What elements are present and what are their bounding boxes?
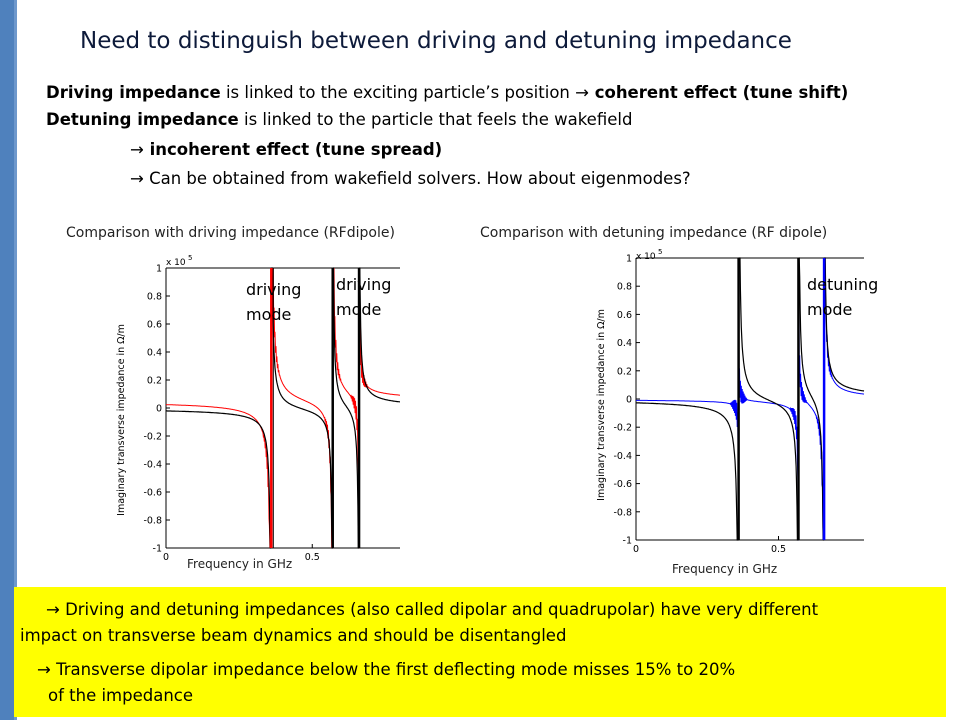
- x-tick-label: 0.5: [305, 552, 320, 563]
- y-tick-label: -0.4: [143, 460, 162, 471]
- chart2-ylabel: Imaginary transverse impedance in Ω/m: [596, 309, 607, 501]
- annotation-line: driving: [246, 280, 302, 299]
- series-detuning-curve: [635, 257, 865, 541]
- paragraph-detuning: Detuning impedance is linked to the part…: [46, 110, 632, 129]
- wakefield-text: Can be obtained from wakefield solvers. …: [143, 169, 691, 188]
- annotation-line: mode: [807, 300, 853, 319]
- x-tick-label: 0: [163, 552, 169, 563]
- slide-title: Need to distinguish between driving and …: [80, 28, 792, 54]
- chart1-xlabel: Frequency in GHz: [187, 557, 293, 571]
- chart1-annotation-1: driving mode: [246, 277, 301, 327]
- x-tick-label: 0.5: [771, 544, 786, 555]
- annotation-line: mode: [246, 305, 292, 324]
- series-driving-curve: [166, 267, 400, 549]
- y-tick-label: 0.2: [147, 376, 162, 387]
- driving-term: Driving impedance: [46, 83, 221, 102]
- driving-text: is linked to the exciting particle’s pos…: [220, 83, 576, 102]
- left-accent-bar-inner: [14, 0, 17, 720]
- y-tick-label: 0: [626, 395, 632, 406]
- series-eigenmode-curve: [166, 267, 400, 549]
- detuning-text: is linked to the particle that feels the…: [238, 110, 633, 129]
- annotation-line: detuning: [807, 275, 879, 294]
- chart1-scale-exp: 5: [188, 254, 192, 262]
- y-tick-label: -0.8: [143, 516, 162, 527]
- y-tick-label: -0.6: [143, 488, 162, 499]
- y-tick-label: 0.4: [147, 348, 162, 359]
- detuning-term: Detuning impedance: [46, 110, 239, 129]
- y-tick-label: -0.8: [613, 507, 632, 518]
- y-tick-label: 0: [156, 404, 162, 415]
- summary-line-1: → Driving and detuning impedances (also …: [46, 600, 819, 619]
- chart-driving: 10.80.60.40.20-0.2-0.4-0.6-0.8-10 0.5 x 1…: [116, 254, 400, 563]
- y-tick-label: 1: [156, 264, 162, 275]
- y-tick-label: 0.6: [617, 310, 632, 321]
- summary-line-2: impact on transverse beam dynamics and s…: [20, 626, 567, 645]
- chart2-scale-exp: 5: [658, 248, 662, 256]
- y-tick-label: -0.2: [613, 423, 632, 434]
- coherent-effect: coherent effect (tune shift): [588, 83, 849, 102]
- incoherent-effect: incoherent effect (tune spread): [143, 140, 443, 159]
- annotation-line: driving: [336, 275, 392, 294]
- summary-box: [14, 587, 946, 717]
- series-eigenmode-curve: [636, 257, 865, 541]
- summary-line-3: → Transverse dipolar impedance below the…: [37, 660, 736, 679]
- y-tick-label: -0.4: [613, 451, 632, 462]
- x-tick-label: 0: [633, 544, 639, 555]
- y-tick-label: 0.8: [147, 292, 162, 303]
- chart2-scale-label: x 10: [636, 252, 656, 262]
- y-tick-label: 0.4: [617, 338, 632, 349]
- chart2-xlabel: Frequency in GHz: [672, 562, 778, 576]
- chart1-annotation-2: driving mode: [336, 272, 391, 322]
- arrow-glyph: →: [130, 169, 144, 188]
- y-tick-label: -1: [153, 544, 162, 555]
- chart1-caption: Comparison with driving impedance (RFdip…: [66, 225, 395, 241]
- chart2-caption: Comparison with detuning impedance (RF d…: [480, 225, 828, 241]
- chart2-annotation-1: detuning mode: [807, 272, 878, 322]
- summary-line-4: of the impedance: [48, 686, 194, 705]
- arrow-glyph: →: [130, 140, 144, 159]
- arrow-glyph: →: [575, 83, 589, 102]
- y-tick-label: 0.2: [617, 366, 632, 377]
- y-tick-label: 0.6: [147, 320, 162, 331]
- y-tick-label: 0.8: [617, 282, 632, 293]
- annotation-line: mode: [336, 300, 382, 319]
- chart1-ylabel: Imaginary transverse impedance in Ω/m: [116, 324, 127, 516]
- left-accent-bar: [0, 0, 14, 720]
- y-tick-label: -1: [623, 536, 632, 547]
- paragraph-driving: Driving impedance is linked to the excit…: [46, 83, 848, 102]
- y-tick-label: -0.2: [143, 432, 162, 443]
- y-tick-label: 1: [626, 254, 632, 265]
- y-tick-label: -0.6: [613, 479, 632, 490]
- bullet-incoherent: → incoherent effect (tune spread): [130, 140, 442, 159]
- chart-detuning: 10.80.60.40.20-0.2-0.4-0.6-0.8-10 0.5 x 1…: [596, 248, 865, 555]
- bullet-wakefield: → Can be obtained from wakefield solvers…: [130, 169, 691, 188]
- chart1-scale-label: x 10: [166, 258, 186, 268]
